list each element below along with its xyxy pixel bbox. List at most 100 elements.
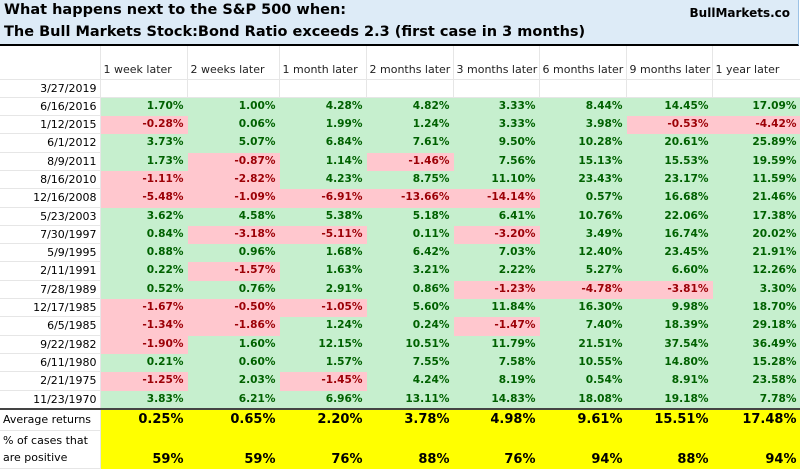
positive-return-cell: 7.03%	[453, 243, 540, 263]
positive-return-cell: 6.42%	[366, 243, 454, 263]
positive-return-cell: 3.73%	[100, 133, 188, 153]
date-cell: 9/22/1982	[0, 335, 101, 354]
positive-return-cell: 5.60%	[366, 298, 454, 318]
summary-value-cell: 76%	[453, 430, 540, 469]
positive-return-cell: 8.75%	[366, 170, 454, 190]
summary-value-cell: 88%	[366, 430, 454, 469]
summary-value-cell: 59%	[100, 430, 188, 469]
summary-label: Average returns	[0, 407, 101, 431]
positive-return-cell: 0.24%	[366, 316, 454, 336]
table-row: 8/16/2010 -1.11% -2.82% 4.23% 8.75% 11.10% 23.…	[0, 170, 800, 190]
positive-return-cell: 10.28%	[539, 133, 627, 153]
table-row: 11/23/1970 3.83% 6.21% 6.96% 13.11% 14.83% 18.…	[0, 390, 800, 410]
negative-return-cell: -1.09%	[187, 188, 280, 208]
summary-value-cell: 88%	[626, 430, 713, 469]
positive-return-cell: 6.41%	[453, 207, 540, 226]
positive-return-cell: 1.60%	[187, 335, 280, 354]
positive-return-cell: 20.61%	[626, 133, 713, 153]
empty-cell	[712, 79, 800, 98]
date-cell: 5/9/1995	[0, 243, 101, 263]
positive-return-cell: 8.91%	[626, 371, 713, 391]
positive-return-cell: 29.18%	[712, 316, 800, 336]
negative-return-cell: -4.78%	[539, 280, 627, 300]
positive-return-cell: 0.96%	[187, 243, 280, 263]
positive-return-cell: 0.57%	[539, 188, 627, 208]
negative-return-cell: -6.91%	[279, 188, 367, 208]
negative-return-cell: -4.42%	[712, 115, 800, 135]
date-cell: 5/23/2003	[0, 207, 101, 226]
table-row: 2/11/1991 0.22% -1.57% 1.63% 3.21% 2.22% 5.27%…	[0, 261, 800, 281]
corner-cell	[0, 46, 101, 80]
negative-return-cell: -14.14%	[453, 188, 540, 208]
positive-return-cell: 7.58%	[453, 353, 540, 373]
table-row: 12/16/2008 -5.48% -1.09% -6.91% -13.66% -14.1…	[0, 188, 800, 208]
positive-return-cell: 23.58%	[712, 371, 800, 391]
date-cell: 8/16/2010	[0, 170, 101, 190]
empty-cell	[453, 79, 540, 98]
negative-return-cell: -0.87%	[187, 152, 280, 171]
positive-return-cell: 1.57%	[279, 353, 367, 373]
positive-return-cell: 25.89%	[712, 133, 800, 153]
summary-value-cell: 17.48%	[712, 407, 800, 431]
positive-return-cell: 7.56%	[453, 152, 540, 171]
positive-return-cell: 6.84%	[279, 133, 367, 153]
positive-return-cell: 4.23%	[279, 170, 367, 190]
positive-return-cell: 3.98%	[539, 115, 627, 135]
positive-return-cell: 3.30%	[712, 280, 800, 300]
positive-return-cell: 0.84%	[100, 225, 188, 245]
positive-return-cell: 0.11%	[366, 225, 454, 245]
summary-value-cell: 9.61%	[539, 407, 627, 431]
table-row: 2/21/1975 -1.25% 2.03% -1.45% 4.24% 8.19% 0.54…	[0, 371, 800, 391]
negative-return-cell: -1.86%	[187, 316, 280, 336]
positive-return-cell: 12.26%	[712, 261, 800, 281]
positive-return-cell: 0.52%	[100, 280, 188, 300]
date-cell: 6/5/1985	[0, 316, 101, 336]
positive-return-cell: 6.21%	[187, 390, 280, 410]
positive-return-cell: 1.73%	[100, 152, 188, 171]
positive-return-cell: 3.62%	[100, 207, 188, 226]
positive-return-cell: 4.58%	[187, 207, 280, 226]
empty-cell	[366, 79, 454, 98]
column-header: 2 weeks later	[187, 46, 280, 80]
positive-return-cell: 5.38%	[279, 207, 367, 226]
empty-cell	[187, 79, 280, 98]
negative-return-cell: -0.28%	[100, 115, 188, 135]
column-header: 1 month later	[279, 46, 367, 80]
positive-return-cell: 5.07%	[187, 133, 280, 153]
positive-return-cell: 6.60%	[626, 261, 713, 281]
brand-label: BullMarkets.co	[689, 6, 790, 20]
negative-return-cell: -1.05%	[279, 298, 367, 318]
positive-return-cell: 10.51%	[366, 335, 454, 354]
positive-return-cell: 17.09%	[712, 97, 800, 117]
table-row: 7/30/1997 0.84% -3.18% -5.11% 0.11% -3.20% 3.4…	[0, 225, 800, 245]
positive-return-cell: 1.68%	[279, 243, 367, 263]
summary-value-cell: 4.98%	[453, 407, 540, 431]
negative-return-cell: -3.18%	[187, 225, 280, 245]
positive-return-cell: 1.24%	[366, 115, 454, 135]
positive-return-cell: 15.28%	[712, 353, 800, 373]
column-header: 1 week later	[100, 46, 188, 80]
column-header: 3 months later	[453, 46, 540, 80]
positive-return-cell: 3.83%	[100, 390, 188, 410]
positive-return-cell: 16.68%	[626, 188, 713, 208]
positive-return-cell: 0.21%	[100, 353, 188, 373]
positive-return-cell: 11.79%	[453, 335, 540, 354]
positive-return-cell: 37.54%	[626, 335, 713, 354]
positive-return-cell: 13.11%	[366, 390, 454, 410]
positive-return-cell: 11.84%	[453, 298, 540, 318]
date-cell: 2/11/1991	[0, 261, 101, 281]
positive-return-cell: 3.33%	[453, 97, 540, 117]
date-cell: 1/12/2015	[0, 115, 101, 135]
positive-return-cell: 12.15%	[279, 335, 367, 354]
positive-return-cell: 11.10%	[453, 170, 540, 190]
title-line-1: What happens next to the S&P 500 when:	[4, 2, 347, 18]
positive-return-cell: 23.17%	[626, 170, 713, 190]
positive-return-cell: 11.59%	[712, 170, 800, 190]
positive-return-cell: 0.88%	[100, 243, 188, 263]
positive-return-cell: 7.40%	[539, 316, 627, 336]
table-row: 9/22/1982 -1.90% 1.60% 12.15% 10.51% 11.79% 21…	[0, 335, 800, 354]
positive-return-cell: 3.33%	[453, 115, 540, 135]
positive-return-cell: 10.55%	[539, 353, 627, 373]
empty-cell	[100, 79, 188, 98]
date-cell: 12/17/1985	[0, 298, 101, 318]
